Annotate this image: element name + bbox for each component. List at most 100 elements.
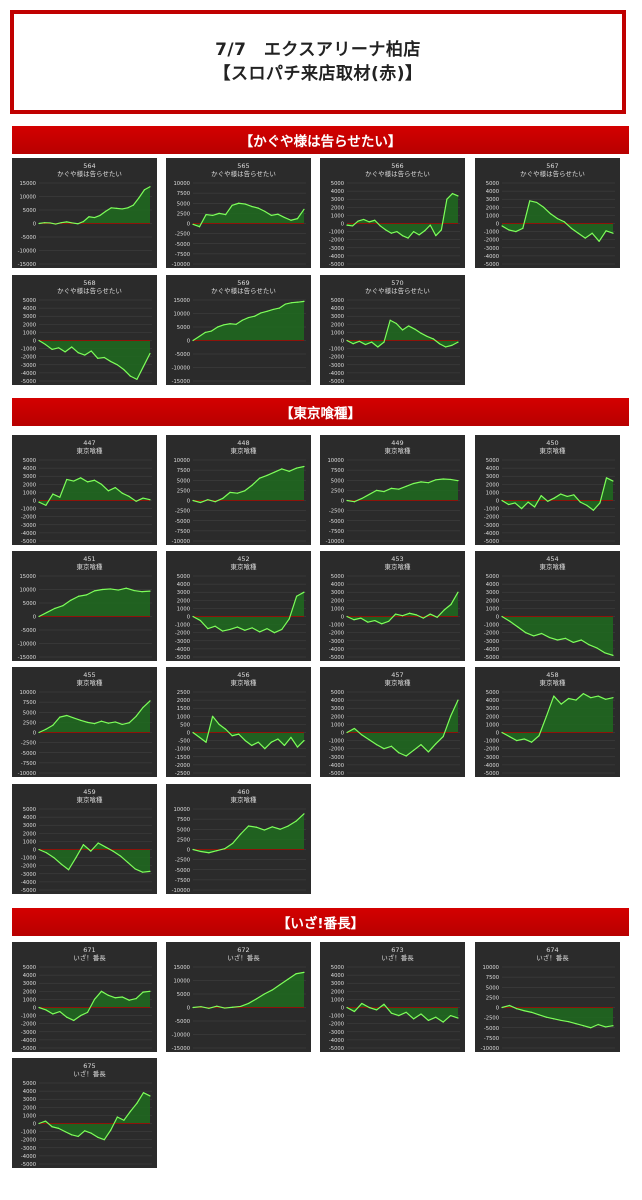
area-fill <box>39 1092 150 1140</box>
y-tick-label: -4000 <box>175 647 190 653</box>
area-fill <box>39 700 150 733</box>
data-point <box>358 340 360 342</box>
series-line <box>38 1092 151 1141</box>
data-point <box>149 352 151 355</box>
y-tick-label: 0 <box>33 1122 36 1128</box>
data-point <box>390 487 392 489</box>
data-point <box>97 1136 99 1138</box>
data-point <box>44 343 47 346</box>
data-point <box>231 204 233 206</box>
y-tick-label: -4000 <box>329 763 344 769</box>
data-point <box>100 483 103 485</box>
data-point <box>577 232 579 234</box>
y-tick-label: -5000 <box>484 262 499 268</box>
y-tick-label: -7500 <box>175 252 190 258</box>
y-tick-label: 2000 <box>331 205 344 211</box>
data-point <box>374 619 376 622</box>
data-point <box>73 717 75 719</box>
y-tick-label: 2000 <box>486 205 499 211</box>
data-point <box>60 863 62 865</box>
data-point <box>529 200 531 202</box>
data-point <box>420 1013 422 1015</box>
y-tick-label: 0 <box>33 731 36 737</box>
y-tick-label: 0 <box>33 1006 36 1012</box>
y-tick-label: 4000 <box>331 189 344 195</box>
data-point <box>128 722 130 724</box>
y-tick-label: -4000 <box>484 254 499 260</box>
y-tick-label: -1500 <box>175 755 190 761</box>
y-tick-label: 0 <box>496 615 499 621</box>
y-tick-label: 0 <box>187 1006 190 1012</box>
y-tick-label: 5000 <box>331 298 344 304</box>
data-point <box>44 1120 47 1122</box>
y-tick-label: -5000 <box>21 539 36 545</box>
y-tick-label: 3000 <box>331 981 344 987</box>
data-point <box>224 1007 226 1009</box>
chart-panel-448: 448 東京喰種 10000 7500 5000 2500 0 -2500 -5000 -7500… <box>166 435 311 545</box>
data-point <box>235 323 237 325</box>
data-point <box>596 647 598 649</box>
data-point <box>383 341 385 343</box>
area-fill <box>502 200 613 242</box>
data-point <box>259 477 261 479</box>
y-tick-label: -2000 <box>329 631 344 637</box>
y-tick-label: -5000 <box>175 868 190 874</box>
y-tick-label: -3000 <box>329 363 344 369</box>
section-header-iza-bancho: 【いざ!番長】 <box>12 908 629 936</box>
y-tick-label: -4000 <box>21 1038 36 1044</box>
y-tick-label: 2500 <box>23 720 36 726</box>
data-point <box>383 748 385 750</box>
y-tick-label: 4000 <box>486 698 499 704</box>
y-tick-label: 15000 <box>19 181 36 187</box>
y-tick-label: 4000 <box>486 189 499 195</box>
y-tick-label: 1000 <box>486 606 499 612</box>
data-point <box>376 744 378 746</box>
data-point <box>291 302 293 304</box>
data-point <box>579 501 581 503</box>
area-fill <box>502 1005 613 1028</box>
data-point <box>591 232 593 234</box>
data-point <box>385 229 387 231</box>
y-tick-label: 5000 <box>23 208 36 214</box>
data-point <box>422 617 424 619</box>
y-tick-label: -2500 <box>175 771 190 777</box>
y-tick-label: -5000 <box>21 1162 36 1168</box>
data-point <box>257 741 259 743</box>
y-tick-label: 3000 <box>23 981 36 987</box>
y-tick-label: 4000 <box>331 306 344 312</box>
data-point <box>536 201 538 204</box>
y-tick-label: 1000 <box>23 490 36 496</box>
data-point <box>192 848 194 851</box>
data-point <box>279 983 281 986</box>
y-tick-label: 2000 <box>23 482 36 488</box>
data-point <box>218 723 220 725</box>
chart-machine-label: かぐや様は告らせたい <box>211 286 276 295</box>
y-tick-label: -10000 <box>18 642 36 648</box>
y-tick-label: 3000 <box>331 590 344 596</box>
data-point <box>584 237 586 239</box>
y-tick-label: -3000 <box>21 363 36 369</box>
data-point <box>442 1021 444 1023</box>
data-point <box>38 848 40 851</box>
data-point <box>80 1015 82 1017</box>
y-tick-label: -2500 <box>175 509 190 515</box>
area-fill <box>193 466 304 503</box>
section-header-kaguya: 【かぐや様は告らせたい】 <box>12 126 629 154</box>
data-point <box>251 484 253 486</box>
chart-number-label: 453 <box>391 555 403 563</box>
chart-panel-456: 456 東京喰種 2500 2000 1500 1000 500 0 -500 -1000 -150… <box>166 667 311 777</box>
data-point <box>73 480 75 482</box>
data-point <box>66 714 68 717</box>
data-point <box>270 214 272 216</box>
y-tick-label: 5000 <box>486 574 499 580</box>
chart-machine-label: 東京喰種 <box>231 562 258 571</box>
data-point <box>436 616 438 618</box>
chart-machine-label: いざ！番長 <box>73 1069 106 1078</box>
series-line <box>501 693 614 743</box>
y-tick-label: -1000 <box>329 739 344 745</box>
y-tick-label: 1000 <box>486 722 499 728</box>
